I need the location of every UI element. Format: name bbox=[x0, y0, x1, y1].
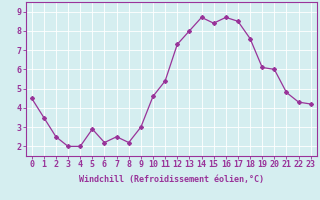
X-axis label: Windchill (Refroidissement éolien,°C): Windchill (Refroidissement éolien,°C) bbox=[79, 175, 264, 184]
